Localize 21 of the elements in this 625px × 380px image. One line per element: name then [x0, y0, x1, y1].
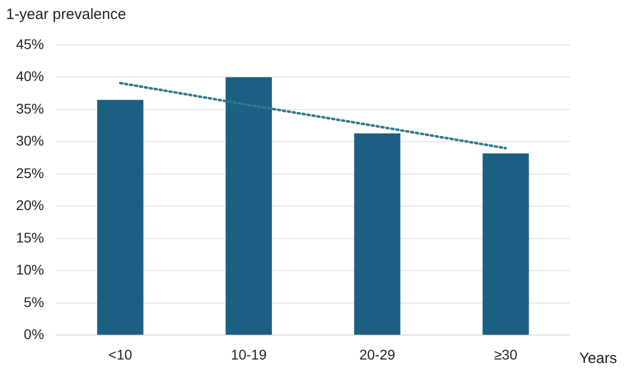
bar [97, 100, 144, 335]
y-tick-label: 45% [16, 36, 44, 52]
y-tick-label: 35% [16, 100, 44, 116]
x-axis-title: Years [579, 350, 617, 367]
y-tick-label: 30% [16, 132, 44, 149]
y-tick-label: 25% [16, 164, 44, 181]
x-tick-label: 10-19 [230, 346, 267, 362]
x-tick-label: ≥30 [494, 346, 518, 362]
y-tick-label: 40% [16, 68, 44, 84]
bar [354, 133, 400, 335]
y-tick-label: 15% [16, 229, 44, 246]
line-series [119, 82, 508, 150]
y-tick-label: 10% [16, 262, 44, 278]
y-axis-title: 1-year prevalence [6, 6, 126, 23]
y-tick-label: 20% [16, 197, 44, 214]
y-tick-label: 5% [24, 294, 44, 310]
x-tick-label: 20-29 [359, 346, 396, 362]
y-tick-label: 0% [24, 326, 44, 342]
x-tick-label: <10 [108, 346, 132, 362]
bar [226, 77, 272, 335]
bar [482, 153, 529, 335]
